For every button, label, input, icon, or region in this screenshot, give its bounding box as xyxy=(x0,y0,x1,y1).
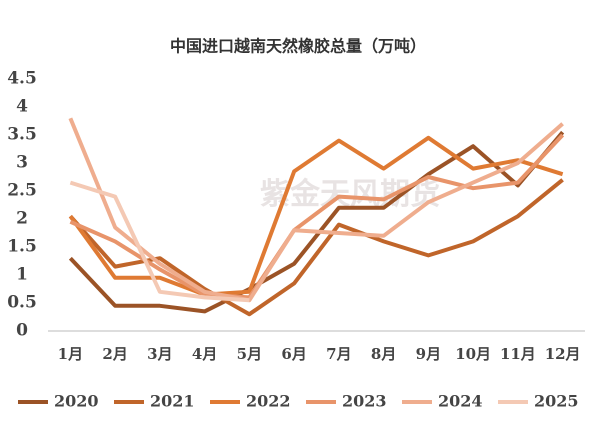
y-tick-label: 3.5 xyxy=(7,125,37,145)
series-line xyxy=(68,130,565,314)
series-line xyxy=(68,117,564,303)
x-tick-label: 9月 xyxy=(416,345,441,363)
y-tick-label: 1.5 xyxy=(7,237,37,257)
x-tick-label: 12月 xyxy=(545,345,581,363)
legend-label: 2020 xyxy=(54,392,99,411)
x-tick-label: 3月 xyxy=(147,345,172,363)
y-tick-label: 2 xyxy=(16,209,28,229)
legend-label: 2021 xyxy=(150,392,195,411)
y-tick-label: 4.5 xyxy=(7,69,37,89)
y-tick-label: 0.5 xyxy=(7,293,37,313)
x-tick-label: 8月 xyxy=(371,345,396,363)
x-tick-label: 2月 xyxy=(102,345,127,363)
x-tick-label: 4月 xyxy=(192,345,217,363)
series-line xyxy=(69,133,565,300)
x-tick-label: 7月 xyxy=(326,345,351,363)
series-line xyxy=(69,180,250,303)
y-tick-label: 1 xyxy=(16,265,28,285)
x-tick-label: 5月 xyxy=(237,345,262,363)
y-tick-label: 2.5 xyxy=(7,181,37,201)
x-tick-label: 1月 xyxy=(58,345,83,363)
y-tick-label: 3 xyxy=(16,153,28,173)
chart-title: 中国进口越南天然橡胶总量（万吨） xyxy=(170,37,426,56)
x-tick-label: 6月 xyxy=(281,345,306,363)
legend-label: 2023 xyxy=(342,392,387,411)
legend-label: 2024 xyxy=(438,392,483,411)
legend-label: 2022 xyxy=(246,392,291,411)
y-tick-label: 0 xyxy=(16,321,28,341)
x-tick-label: 10月 xyxy=(455,345,491,363)
x-tick-label: 11月 xyxy=(500,345,536,363)
legend-label: 2025 xyxy=(534,392,579,411)
y-tick-label: 4 xyxy=(16,97,28,117)
